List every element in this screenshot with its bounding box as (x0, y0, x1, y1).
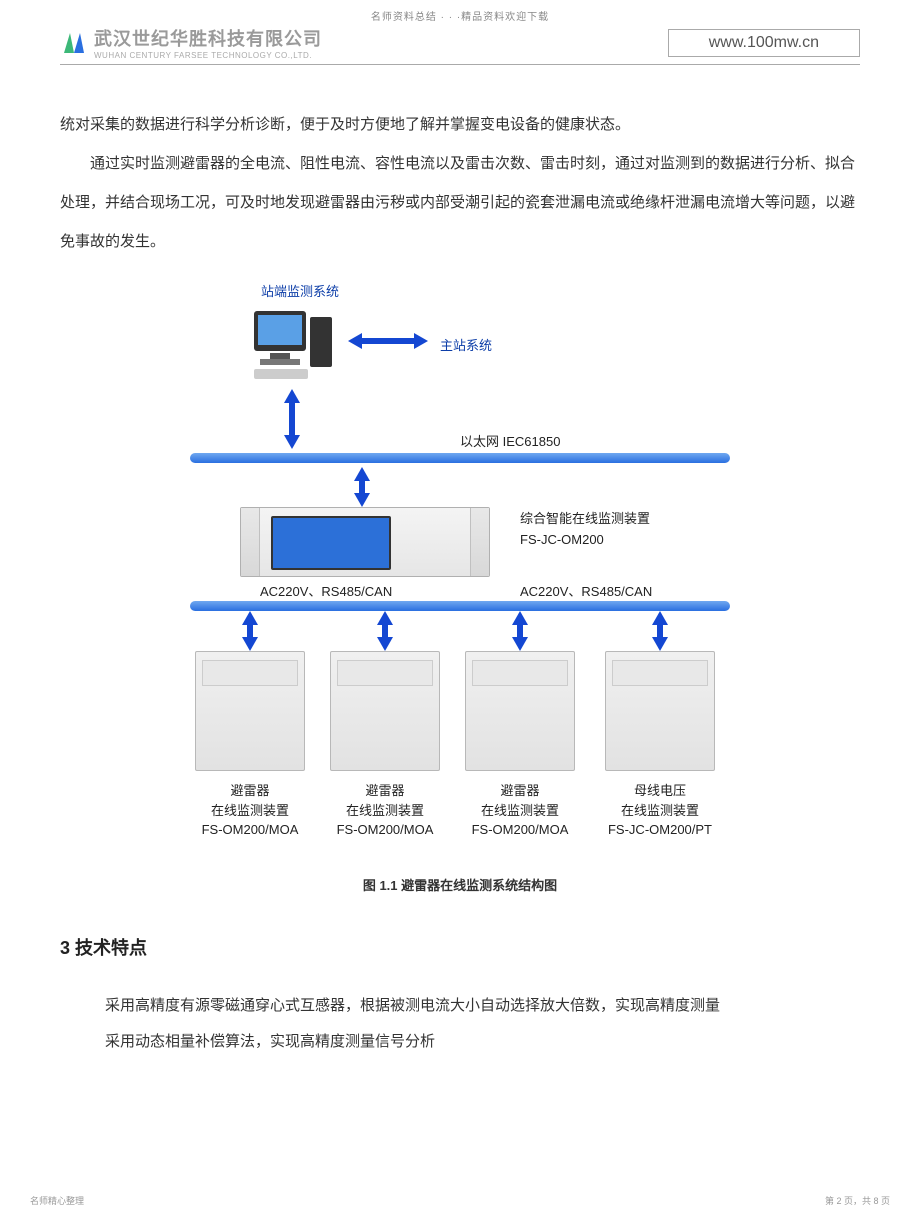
arrow-down-icon (238, 611, 262, 654)
label-bus-right: AC220V、RS485/CAN (520, 581, 652, 600)
device-caption: 避雷器 在线监测装置 FS-OM200/MOA (185, 781, 315, 840)
company-logo-block: 武汉世纪华胜科技有限公司 WUHAN CENTURY FARSEE TECHNO… (60, 25, 322, 60)
device-caption-line: 在线监测装置 (320, 801, 450, 821)
label-monitor-device: 综合智能在线监测装置 FS-JC-OM200 (520, 509, 730, 551)
paragraph-1: 统对采集的数据进行科学分析诊断，便于及时方便地了解并掌握变电设备的健康状态。 (60, 105, 860, 144)
device-caption-line: FS-OM200/MOA (185, 820, 315, 840)
device-caption-line: 在线监测装置 (595, 801, 725, 821)
ethernet-bus (190, 453, 730, 463)
page-footer: 名师精心整理 第 2 页，共 8 页 (0, 1194, 920, 1207)
device-caption-line: FS-JC-OM200/PT (595, 820, 725, 840)
label-main-station: 主站系统 (440, 335, 492, 354)
fieldbus (190, 601, 730, 611)
device-box (195, 651, 305, 771)
device-caption-line: FS-OM200/MOA (320, 820, 450, 840)
arrow-down-icon (648, 611, 672, 654)
top-note: 名师资料总结 · · ·精品资料欢迎下载 (60, 0, 860, 23)
device-caption-line: 母线电压 (595, 781, 725, 801)
company-logo-icon (60, 29, 88, 57)
device-caption-line: 避雷器 (320, 781, 450, 801)
paragraph-2: 通过实时监测避雷器的全电流、阻性电流、容性电流以及雷击次数、雷击时刻，通过对监测… (60, 144, 860, 261)
device-box (605, 651, 715, 771)
label-ethernet: 以太网 IEC61850 (460, 431, 560, 450)
device-box (330, 651, 440, 771)
figure-caption: 图 1.1 避雷器在线监测系统结构图 (60, 875, 860, 894)
rack-device-icon (240, 507, 490, 577)
arrow-right-icon (348, 329, 428, 356)
system-diagram: 站端监测系统 主站系统 以太网 IEC61850 (180, 281, 740, 861)
company-name-cn: 武汉世纪华胜科技有限公司 (94, 25, 322, 51)
body-text: 统对采集的数据进行科学分析诊断，便于及时方便地了解并掌握变电设备的健康状态。 通… (60, 105, 860, 261)
device-caption: 母线电压 在线监测装置 FS-JC-OM200/PT (595, 781, 725, 840)
arrow-down-icon (373, 611, 397, 654)
header-url: www.100mw.cn (668, 29, 860, 57)
section-p2: 采用动态相量补偿算法，实现高精度测量信号分析 (60, 1024, 860, 1060)
company-name-en: WUHAN CENTURY FARSEE TECHNOLOGY CO.,LTD. (94, 51, 322, 60)
device-caption: 避雷器 在线监测装置 FS-OM200/MOA (455, 781, 585, 840)
label-monitor-device-l2: FS-JC-OM200 (520, 530, 730, 551)
label-bus-left: AC220V、RS485/CAN (260, 581, 392, 600)
label-station-side: 站端监测系统 (240, 281, 360, 300)
arrow-down-icon (350, 467, 374, 510)
footer-left: 名师精心整理 (30, 1194, 84, 1207)
page-header: 武汉世纪华胜科技有限公司 WUHAN CENTURY FARSEE TECHNO… (60, 25, 860, 65)
label-monitor-device-l1: 综合智能在线监测装置 (520, 509, 730, 530)
section-p1: 采用高精度有源零磁通穿心式互感器，根据被测电流大小自动选择放大倍数，实现高精度测… (60, 988, 860, 1024)
pc-icon (250, 307, 340, 390)
device-caption-line: 在线监测装置 (185, 801, 315, 821)
section-heading: 3 技术特点 (60, 934, 860, 960)
arrow-down-icon (280, 389, 304, 452)
section-body: 采用高精度有源零磁通穿心式互感器，根据被测电流大小自动选择放大倍数，实现高精度测… (60, 988, 860, 1060)
device-caption: 避雷器 在线监测装置 FS-OM200/MOA (320, 781, 450, 840)
device-box (465, 651, 575, 771)
device-caption-line: 避雷器 (185, 781, 315, 801)
device-caption-line: 在线监测装置 (455, 801, 585, 821)
footer-right: 第 2 页，共 8 页 (825, 1194, 890, 1207)
device-caption-line: FS-OM200/MOA (455, 820, 585, 840)
arrow-down-icon (508, 611, 532, 654)
device-caption-line: 避雷器 (455, 781, 585, 801)
